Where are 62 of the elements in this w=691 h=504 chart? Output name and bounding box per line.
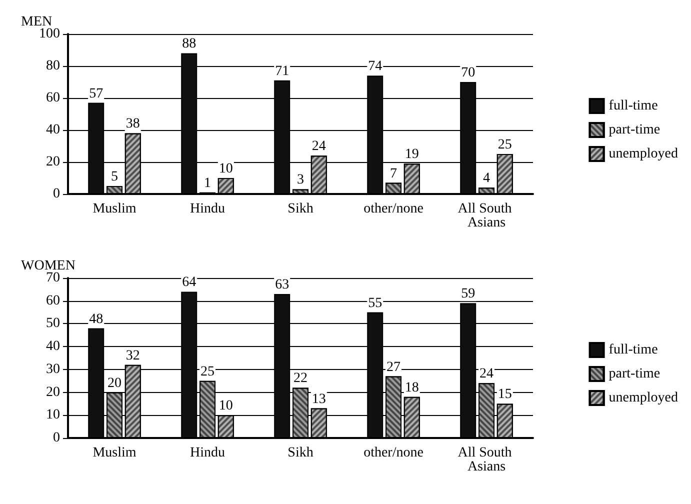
data-label: 63 (275, 278, 290, 292)
y-tick-label: 0 (53, 430, 60, 446)
x-tick-label: All South Asians (458, 446, 516, 474)
y-tick-label: 40 (46, 339, 60, 354)
data-label: 25 (200, 364, 214, 380)
y-tick-label: 30 (46, 362, 60, 377)
data-label: 64 (182, 275, 196, 290)
y-tick-label: 70 (46, 270, 60, 286)
data-label: 1 (204, 176, 211, 191)
data-label: 13 (312, 392, 326, 407)
y-tick-label: 40 (46, 122, 60, 138)
data-label: 57 (89, 86, 104, 102)
y-tick-label: 60 (46, 293, 60, 308)
legend-label: part-time (608, 122, 660, 138)
data-label: 22 (294, 371, 308, 386)
data-label: 19 (404, 147, 419, 162)
data-label: 15 (498, 387, 512, 402)
data-label: 10 (218, 398, 233, 414)
data-label: 74 (368, 59, 382, 74)
data-label: 59 (461, 286, 476, 302)
legend-label: full-time (608, 342, 658, 358)
x-tick-label: other/none (364, 446, 424, 460)
chart-title: MEN (21, 14, 52, 30)
data-label: 24 (480, 366, 494, 382)
data-label: 55 (368, 296, 382, 311)
y-tick-label: 10 (46, 408, 60, 423)
data-label: 3 (297, 172, 304, 188)
data-label: 25 (498, 138, 512, 152)
y-tick-label: 20 (46, 384, 60, 400)
data-label: 48 (89, 312, 104, 327)
data-label: 4 (483, 171, 490, 186)
y-tick-label: 80 (46, 58, 60, 74)
y-tick-label: 0 (53, 186, 60, 202)
data-label: 20 (108, 376, 122, 391)
y-tick-label: 100 (39, 26, 60, 42)
data-label: 71 (275, 64, 290, 79)
data-label: 7 (390, 166, 397, 182)
x-tick-label: Sikh (288, 202, 314, 216)
data-label: 38 (126, 116, 140, 132)
data-label: 5 (111, 170, 118, 184)
data-label: 18 (404, 380, 419, 396)
legend-label: unemployed (608, 146, 678, 162)
data-label: 88 (182, 36, 196, 52)
x-tick-label: Muslim (92, 446, 136, 460)
y-tick-label: 50 (46, 316, 60, 332)
x-tick-label: Hindu (190, 446, 225, 460)
data-label: 27 (386, 360, 400, 375)
y-tick-label: 20 (46, 154, 60, 170)
data-label: 10 (218, 162, 233, 176)
data-label: 32 (126, 348, 140, 364)
data-label: 70 (461, 66, 476, 80)
legend-label: unemployed (608, 390, 678, 406)
legend-label: full-time (608, 98, 658, 114)
x-tick-label: Muslim (92, 202, 136, 216)
legend-label: part-time (608, 366, 660, 382)
x-tick-label: Sikh (288, 446, 314, 460)
x-tick-label: All South Asians (458, 202, 516, 230)
x-tick-label: Hindu (190, 202, 225, 216)
data-label: 24 (312, 139, 326, 154)
chart-title: WOMEN (21, 258, 76, 274)
x-tick-label: other/none (364, 202, 424, 216)
y-tick-label: 60 (46, 90, 60, 106)
